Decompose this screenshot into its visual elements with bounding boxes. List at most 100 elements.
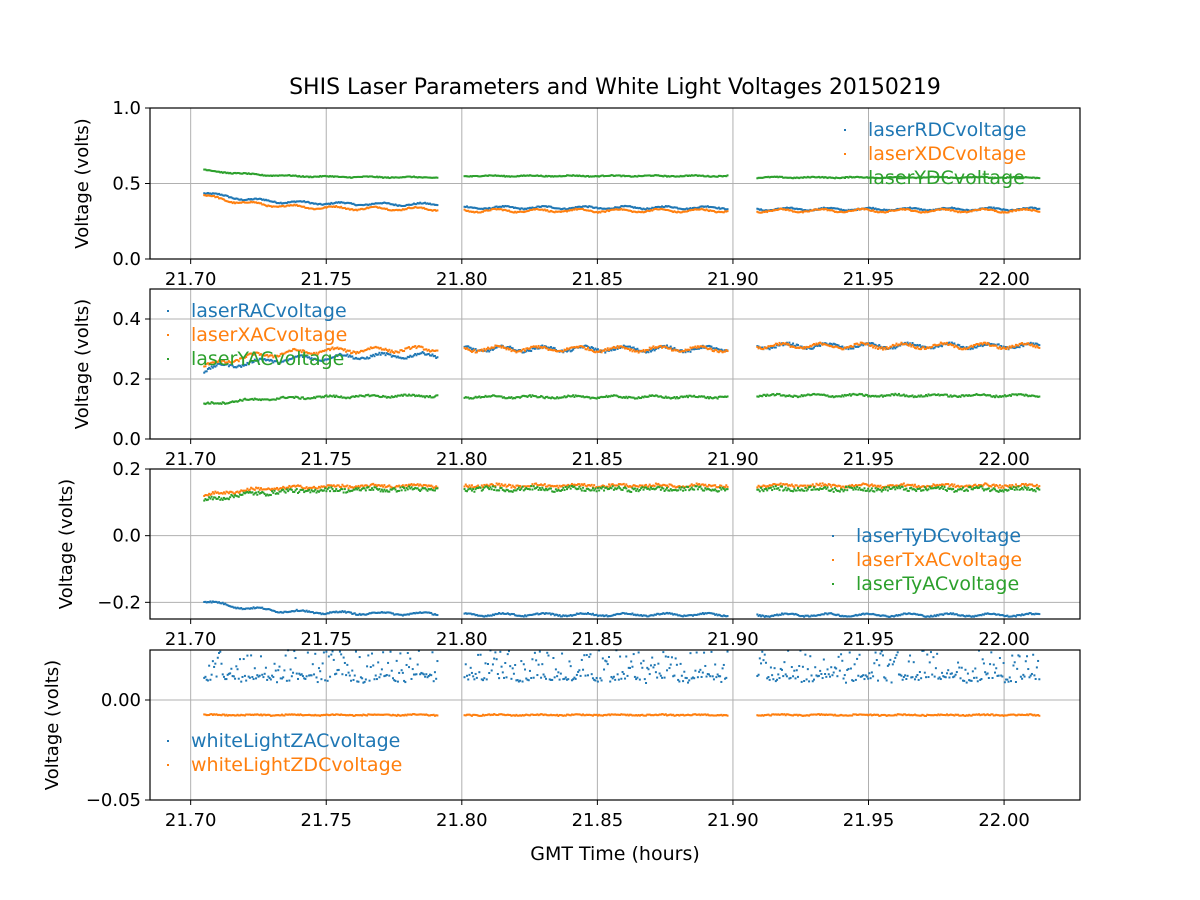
data-point-laserRDCvoltage <box>870 207 873 210</box>
data-point-laserTyDCvoltage <box>720 615 723 618</box>
data-point-laserTyDCvoltage <box>510 612 513 615</box>
data-point-laserTyDCvoltage <box>687 614 690 617</box>
data-point-laserTyDCvoltage <box>287 611 290 614</box>
data-point-laserTyDCvoltage <box>273 609 276 612</box>
data-point-laserYDCvoltage <box>506 175 509 178</box>
data-point-laserTyDCvoltage <box>1027 613 1030 616</box>
data-point-laserTyDCvoltage <box>503 612 506 615</box>
data-point-laserRACvoltage <box>475 350 478 353</box>
data-point-laserXACvoltage <box>843 346 846 349</box>
data-point-laserXACvoltage <box>796 346 799 349</box>
data-point-laserTxACvoltage <box>633 484 636 487</box>
data-point-laserRACvoltage <box>377 353 380 356</box>
data-point-laserYACvoltage <box>794 394 797 397</box>
data-point-laserYACvoltage <box>567 394 570 397</box>
data-point-laserTxACvoltage <box>203 494 206 497</box>
data-point-laserXACvoltage <box>483 347 486 350</box>
data-point-laserTyDCvoltage <box>874 613 877 616</box>
data-point-laserTxACvoltage <box>334 485 337 488</box>
data-point-laserRACvoltage <box>606 349 609 352</box>
data-point-laserTyDCvoltage <box>1032 612 1035 615</box>
data-point-laserXACvoltage <box>603 349 606 352</box>
data-point-laserTyDCvoltage <box>1023 613 1026 616</box>
data-point-laserRDCvoltage <box>878 208 881 211</box>
data-point-laserYACvoltage <box>1024 393 1027 396</box>
data-point-laserYACvoltage <box>432 396 435 399</box>
data-point-laserYACvoltage <box>816 393 819 396</box>
data-point-laserYDCvoltage <box>220 170 223 173</box>
data-point-laserYACvoltage <box>971 394 974 397</box>
data-point-laserXACvoltage <box>372 346 375 349</box>
data-point-laserYDCvoltage <box>552 175 555 178</box>
data-point-laserYACvoltage <box>527 394 530 397</box>
data-point-laserXDCvoltage <box>322 206 325 209</box>
data-point-laserRDCvoltage <box>398 204 401 207</box>
data-point-laserRDCvoltage <box>429 202 432 205</box>
data-point-laserRDCvoltage <box>288 201 291 204</box>
data-point-laserRACvoltage <box>469 346 472 349</box>
data-point-laserTyDCvoltage <box>841 614 844 617</box>
data-point-laserTyDCvoltage <box>247 607 250 610</box>
data-point-laserYACvoltage <box>720 395 723 398</box>
data-point-laserYACvoltage <box>552 396 555 399</box>
data-point-laserXACvoltage <box>669 347 672 350</box>
data-point-laserYDCvoltage <box>387 176 390 179</box>
data-point-laserTyDCvoltage <box>214 600 217 603</box>
data-point-laserTyDCvoltage <box>231 605 234 608</box>
data-point-laserYACvoltage <box>900 394 903 397</box>
data-point-laserTxACvoltage <box>805 486 808 489</box>
data-point-laserXACvoltage <box>715 349 718 352</box>
data-point-laserYDCvoltage <box>674 175 677 178</box>
data-point-laserTxACvoltage <box>815 482 818 485</box>
data-point-laserTyDCvoltage <box>1003 615 1006 618</box>
data-point-laserXDCvoltage <box>847 209 850 212</box>
data-point-laserRACvoltage <box>547 346 550 349</box>
data-point-laserTyDCvoltage <box>636 613 639 616</box>
data-point-laserTyDCvoltage <box>1037 612 1040 615</box>
data-point-laserYDCvoltage <box>541 175 544 178</box>
data-point-laserTyDCvoltage <box>980 614 983 617</box>
data-point-laserXACvoltage <box>308 352 311 355</box>
data-point-laserXACvoltage <box>862 342 865 345</box>
data-point-laserRDCvoltage <box>501 204 504 207</box>
data-point-laserTyDCvoltage <box>857 614 860 617</box>
data-point-laserYACvoltage <box>219 402 222 405</box>
data-point-laserXACvoltage <box>375 346 378 349</box>
data-point-laserRACvoltage <box>583 345 586 348</box>
data-point-laserRACvoltage <box>334 355 337 358</box>
data-point-laserTyDCvoltage <box>321 612 324 615</box>
data-point-laserRACvoltage <box>399 356 402 359</box>
data-point-laserRACvoltage <box>393 355 396 358</box>
data-point-laserRACvoltage <box>406 355 409 358</box>
data-point-laserYDCvoltage <box>206 169 209 172</box>
data-point-laserTyDCvoltage <box>213 601 216 604</box>
data-point-laserXDCvoltage <box>877 211 880 214</box>
data-point-laserXDCvoltage <box>780 207 783 210</box>
data-point-laserYDCvoltage <box>642 174 645 177</box>
data-point-laserTyDCvoltage <box>403 613 406 616</box>
data-point-laserRDCvoltage <box>380 202 383 205</box>
data-point-laserYDCvoltage <box>503 174 506 177</box>
data-point-laserRDCvoltage <box>777 207 780 210</box>
data-point-laserRACvoltage <box>411 355 414 358</box>
data-point-laserRDCvoltage <box>954 207 957 210</box>
data-point-laserTyDCvoltage <box>958 614 961 617</box>
data-point-laserXACvoltage <box>264 354 267 357</box>
data-point-laserXDCvoltage <box>679 211 682 214</box>
data-point-laserYDCvoltage <box>367 175 370 178</box>
data-point-laserXACvoltage <box>955 345 958 348</box>
data-point-laserXDCvoltage <box>393 209 396 212</box>
data-point-laserYACvoltage <box>345 397 348 400</box>
data-point-laserYACvoltage <box>911 394 914 397</box>
data-point-laserRDCvoltage <box>997 207 1000 210</box>
data-point-laserYDCvoltage <box>847 176 850 179</box>
data-point-laserRDCvoltage <box>290 200 293 203</box>
data-point-laserXDCvoltage <box>371 206 374 209</box>
data-point-laserYDCvoltage <box>780 175 783 178</box>
data-point-laserTxACvoltage <box>701 483 704 486</box>
data-point-laserYDCvoltage <box>290 174 293 177</box>
data-point-laserTxACvoltage <box>814 485 817 488</box>
data-point-laserYACvoltage <box>652 394 655 397</box>
data-point-laserXACvoltage <box>356 350 359 353</box>
data-point-laserRACvoltage <box>916 343 919 346</box>
